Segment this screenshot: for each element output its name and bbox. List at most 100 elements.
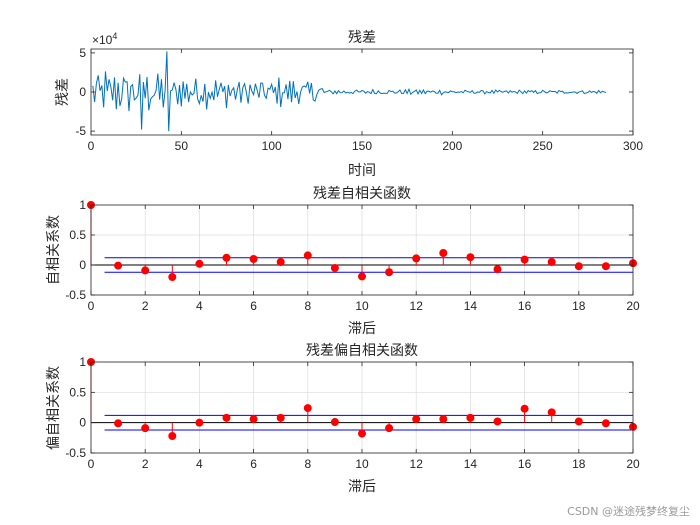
stem-marker <box>493 265 502 274</box>
pacf-plot: 0 2 4 6 8 10 12 14 16 18 20-0.500.51 残差偏自相关函数 滞后 偏… <box>46 343 640 495</box>
acf-plot: 0 2 4 6 8 10 12 14 16 18 20-0.500.51 残差自相关函数 滞后 自相… <box>46 186 640 337</box>
stem-marker <box>385 268 394 277</box>
stem-marker <box>303 251 312 260</box>
pacf-plot-ticks: 0 2 4 6 8 10 12 14 16 18 20-0.500.51 <box>65 355 640 471</box>
stem-marker <box>249 415 258 424</box>
x-tick-label: 10 <box>355 457 369 471</box>
x-tick-label: 10 <box>355 299 369 313</box>
stem-marker <box>114 419 123 428</box>
x-tick-label: 14 <box>464 299 478 313</box>
x-tick-label: 250 <box>533 139 553 153</box>
x-tick-label: 0 <box>88 139 95 153</box>
y-tick-label: 0.5 <box>69 228 86 242</box>
stem-marker <box>168 273 177 281</box>
stem-marker <box>168 432 177 441</box>
stem-marker <box>493 417 502 426</box>
stem-marker <box>412 254 421 263</box>
x-tick-label: 8 <box>304 457 311 471</box>
pacf-series <box>87 358 637 441</box>
x-tick-label: 18 <box>572 299 586 313</box>
x-tick-label: 20 <box>626 299 640 313</box>
stem-marker <box>114 261 123 270</box>
acf-plot-ticks: 0 2 4 6 8 10 12 14 16 18 20-0.500.51 <box>65 198 640 313</box>
x-tick-label: 16 <box>518 457 532 471</box>
exponent-base: ×10 <box>92 33 113 47</box>
stem-marker <box>439 249 448 257</box>
x-tick-label: 2 <box>142 299 149 313</box>
stem-marker <box>439 415 448 424</box>
x-tick-label: 100 <box>262 139 282 153</box>
stem-marker <box>385 424 394 433</box>
x-tick-label: 4 <box>196 457 203 471</box>
x-tick-label: 12 <box>410 299 424 313</box>
stem-marker <box>601 262 610 271</box>
stem-marker <box>303 404 312 413</box>
y-tick-label: -0.5 <box>65 288 86 302</box>
exponent-power: 4 <box>112 31 117 41</box>
residual-series <box>92 51 607 132</box>
stem-marker <box>412 415 421 424</box>
pacf-plot-title: 残差偏自相关函数 <box>306 343 418 359</box>
y-tick-label: 0 <box>79 85 86 99</box>
x-tick-label: 2 <box>142 457 149 471</box>
x-tick-label: 20 <box>626 457 640 471</box>
stem-marker <box>195 418 204 427</box>
x-tick-label: 300 <box>623 139 643 153</box>
acf-y-axis-label: 自相关系数 <box>46 215 62 285</box>
y-tick-label: 0.5 <box>69 385 86 399</box>
y-tick-label: 0 <box>79 258 86 272</box>
y-tick-label: 0 <box>79 416 86 430</box>
y-tick-label: 1 <box>79 198 86 212</box>
stem-marker <box>520 404 529 413</box>
watermark: CSDN @迷途残梦终复尘 <box>567 505 690 518</box>
x-tick-label: 12 <box>410 457 424 471</box>
x-tick-label: 50 <box>175 139 189 153</box>
x-tick-label: 0 <box>88 457 95 471</box>
y-tick-label: -5 <box>75 124 86 138</box>
residual-line <box>92 51 607 132</box>
x-tick-label: 6 <box>250 457 257 471</box>
acf-x-axis-label: 滞后 <box>348 321 376 337</box>
stem-marker <box>358 272 366 281</box>
residual-plot-area <box>91 49 633 135</box>
stem-marker <box>222 413 231 422</box>
x-tick-label: 6 <box>250 299 257 313</box>
y-tick-label: -0.5 <box>65 446 86 460</box>
x-tick-label: 16 <box>518 299 532 313</box>
stem-marker <box>195 259 204 268</box>
stem-marker <box>330 418 339 427</box>
stem-marker <box>601 419 610 428</box>
y-tick-label: 1 <box>79 355 86 369</box>
residual-x-axis-label: 时间 <box>348 163 376 179</box>
stem-marker <box>574 417 583 426</box>
stem-marker <box>520 255 529 264</box>
y-tick-label: 5 <box>79 46 86 60</box>
residual-plot: 0 50 100 150 200 250 300-505 残差 时间 残差 ×104 <box>55 30 643 179</box>
stem-marker <box>466 253 475 262</box>
pacf-y-axis-label: 偏自相关系数 <box>46 366 62 450</box>
stem-marker <box>249 255 258 263</box>
stem-marker <box>547 408 556 417</box>
residual-plot-ticks: 0 50 100 150 200 250 300-505 <box>75 46 643 153</box>
x-tick-label: 200 <box>442 139 462 153</box>
residual-y-axis-label: 残差 <box>55 78 71 106</box>
stem-marker <box>330 264 339 272</box>
stem-marker <box>358 429 366 438</box>
residual-plot-title: 残差 <box>348 30 376 46</box>
acf-plot-title: 残差自相关函数 <box>313 186 411 202</box>
pacf-x-axis-label: 滞后 <box>348 479 376 495</box>
stem-marker <box>141 424 150 433</box>
stem-marker <box>466 413 475 422</box>
stem-marker <box>222 253 231 262</box>
x-tick-label: 4 <box>196 299 203 313</box>
x-tick-label: 14 <box>464 457 478 471</box>
x-tick-label: 0 <box>88 299 95 313</box>
stem-marker <box>547 258 556 266</box>
x-tick-label: 150 <box>352 139 372 153</box>
x-tick-label: 18 <box>572 457 586 471</box>
stem-marker <box>276 413 285 422</box>
stem-marker <box>574 262 583 271</box>
residual-exponent-label: ×104 <box>92 31 117 47</box>
stem-marker <box>276 258 285 266</box>
